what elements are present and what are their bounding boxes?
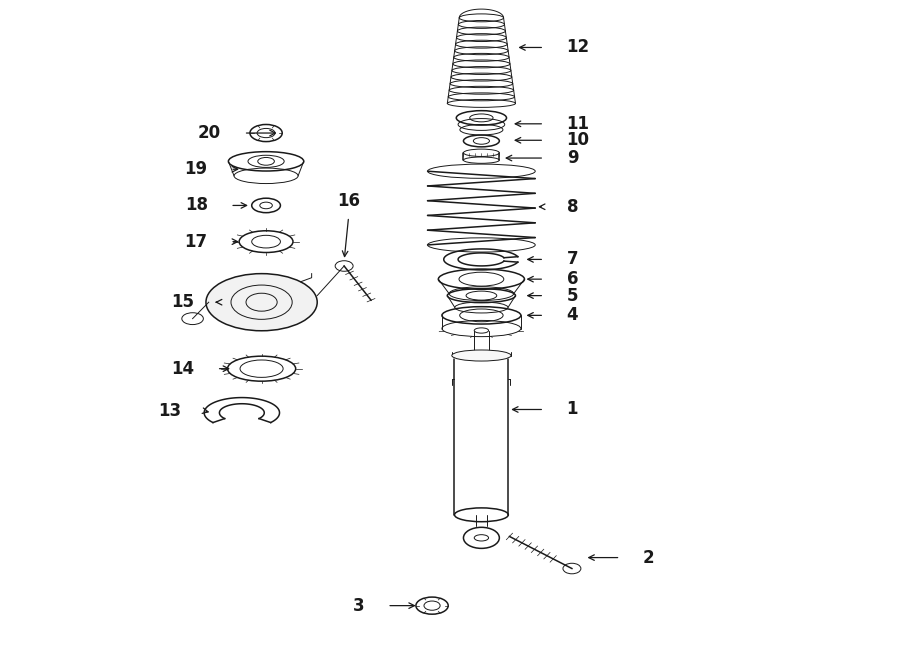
Text: 20: 20 [198,124,221,142]
Text: 5: 5 [567,287,578,305]
Text: 2: 2 [643,549,654,566]
Text: 4: 4 [567,306,579,325]
Text: 16: 16 [338,192,360,210]
Text: 13: 13 [158,402,181,420]
Text: 12: 12 [567,38,590,56]
Text: 8: 8 [567,198,578,215]
Ellipse shape [206,274,317,330]
Text: 14: 14 [171,360,194,377]
Text: 19: 19 [184,160,208,178]
Text: 7: 7 [567,251,579,268]
Text: 3: 3 [353,597,364,615]
Text: 17: 17 [184,233,208,251]
Text: 1: 1 [567,401,578,418]
Text: 9: 9 [567,149,579,167]
Text: 11: 11 [567,115,590,133]
Text: 10: 10 [567,132,590,149]
Text: 18: 18 [184,196,208,214]
Text: 15: 15 [171,293,194,311]
Ellipse shape [452,350,511,361]
Text: 6: 6 [567,270,578,288]
